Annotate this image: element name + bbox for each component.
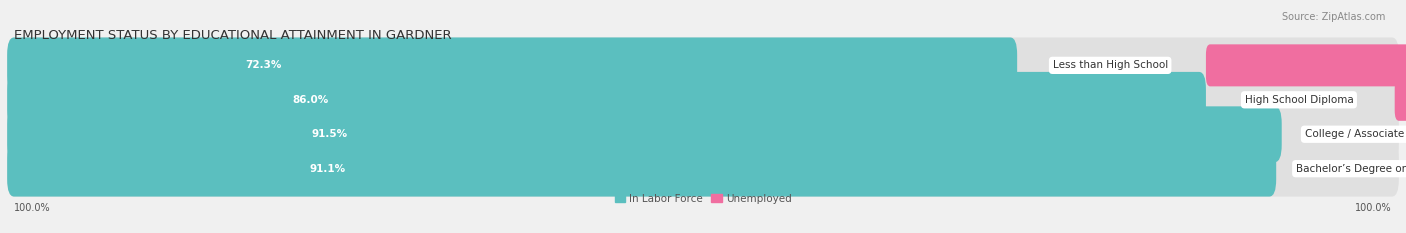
FancyBboxPatch shape xyxy=(1395,79,1406,121)
Text: 100.0%: 100.0% xyxy=(1355,203,1392,213)
Text: Bachelor’s Degree or higher: Bachelor’s Degree or higher xyxy=(1296,164,1406,174)
Text: EMPLOYMENT STATUS BY EDUCATIONAL ATTAINMENT IN GARDNER: EMPLOYMENT STATUS BY EDUCATIONAL ATTAINM… xyxy=(14,29,451,42)
Text: 91.1%: 91.1% xyxy=(309,164,346,174)
FancyBboxPatch shape xyxy=(7,106,1399,162)
Text: Less than High School: Less than High School xyxy=(1053,60,1168,70)
Legend: In Labor Force, Unemployed: In Labor Force, Unemployed xyxy=(614,194,792,204)
FancyBboxPatch shape xyxy=(7,141,1277,197)
FancyBboxPatch shape xyxy=(7,38,1017,93)
FancyBboxPatch shape xyxy=(1206,44,1406,86)
FancyBboxPatch shape xyxy=(7,106,1282,162)
FancyBboxPatch shape xyxy=(7,38,1399,93)
Text: High School Diploma: High School Diploma xyxy=(1244,95,1354,105)
Text: College / Associate Degree: College / Associate Degree xyxy=(1305,129,1406,139)
Text: 91.5%: 91.5% xyxy=(311,129,347,139)
Text: 86.0%: 86.0% xyxy=(292,95,329,105)
FancyBboxPatch shape xyxy=(7,72,1399,128)
Text: Source: ZipAtlas.com: Source: ZipAtlas.com xyxy=(1281,12,1385,22)
Text: 72.3%: 72.3% xyxy=(245,60,281,70)
FancyBboxPatch shape xyxy=(7,72,1206,128)
Text: 100.0%: 100.0% xyxy=(14,203,51,213)
FancyBboxPatch shape xyxy=(7,141,1399,197)
